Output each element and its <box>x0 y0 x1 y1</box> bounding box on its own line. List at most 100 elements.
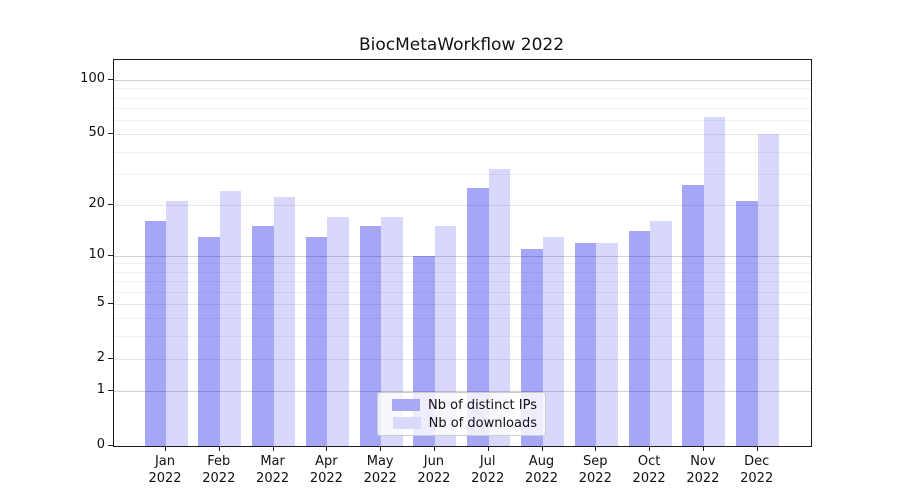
xtick-month: Oct <box>637 454 661 469</box>
bar-downloads-nov <box>703 117 726 446</box>
xtick-year: 2022 <box>309 471 343 486</box>
gridline-50 <box>114 134 811 136</box>
xtick-label-jul: Jul 2022 <box>456 453 520 487</box>
bar-distinct-ips-jan <box>144 221 166 446</box>
bar-distinct-ips-nov <box>682 184 704 446</box>
xtick-year: 2022 <box>256 471 290 486</box>
xtick-label-nov: Nov 2022 <box>671 453 735 487</box>
bar-downloads-jan <box>166 200 188 446</box>
bar-downloads-oct <box>650 221 672 446</box>
xtick-mark-oct <box>649 446 651 451</box>
xtick-month: Jun <box>423 454 445 469</box>
xtick-mark-apr <box>326 446 328 451</box>
xtick-label-aug: Aug 2022 <box>510 453 574 487</box>
gridline-30 <box>114 173 811 175</box>
bar-downloads-sep <box>596 242 618 446</box>
ytick-label-50: 50 <box>88 125 105 141</box>
bar-downloads-apr <box>327 216 349 446</box>
bar-distinct-ips-may <box>359 226 382 446</box>
xtick-year: 2022 <box>471 471 505 486</box>
xtick-month: Feb <box>207 454 231 469</box>
gridline-90 <box>114 88 811 90</box>
xtick-year: 2022 <box>740 471 774 486</box>
xtick-mark-feb <box>218 446 220 451</box>
xtick-year: 2022 <box>148 471 182 486</box>
gridline-100 <box>114 80 811 81</box>
gridline-9 <box>114 263 811 265</box>
xtick-mark-aug <box>541 446 543 451</box>
gridline-3 <box>114 336 811 338</box>
plot-area: Nb of distinct IPs Nb of downloads <box>113 59 812 447</box>
gridline-1 <box>114 391 811 392</box>
bar-distinct-ips-jul <box>467 187 489 446</box>
gridline-40 <box>114 151 811 153</box>
ytick-mark-50 <box>108 133 113 135</box>
legend: Nb of distinct IPs Nb of downloads <box>377 392 546 436</box>
legend-item-distinct-ips: Nb of distinct IPs <box>378 398 545 413</box>
xtick-mark-jan <box>165 446 166 451</box>
ytick-mark-10 <box>108 254 113 256</box>
xtick-mark-nov <box>702 446 704 451</box>
legend-item-downloads: Nb of downloads <box>378 416 545 431</box>
ytick-label-20: 20 <box>88 195 105 211</box>
xtick-month: Apr <box>315 454 338 469</box>
gridline-60 <box>114 120 811 121</box>
bar-downloads-jul <box>488 168 511 446</box>
xtick-label-may: May 2022 <box>348 453 412 487</box>
gridline-7 <box>114 281 811 283</box>
xtick-month: Dec <box>744 454 770 469</box>
bar-distinct-ips-feb <box>198 236 220 446</box>
gridline-20 <box>114 204 811 206</box>
bar-downloads-aug <box>542 236 564 446</box>
xtick-year: 2022 <box>632 471 666 486</box>
xtick-label-oct: Oct 2022 <box>617 453 681 487</box>
xtick-mark-dec <box>756 446 758 451</box>
xtick-year: 2022 <box>363 471 397 486</box>
bar-downloads-jun <box>434 226 457 446</box>
xtick-label-mar: Mar 2022 <box>241 453 305 487</box>
ytick-label-0: 0 <box>96 437 105 452</box>
legend-label-distinct-ips: Nb of distinct IPs <box>428 397 537 413</box>
gridline-8 <box>114 271 811 273</box>
bar-downloads-mar <box>273 197 296 446</box>
xtick-month: Mar <box>260 454 285 469</box>
xtick-month: May <box>366 454 394 469</box>
xtick-month: Nov <box>690 454 716 469</box>
bar-distinct-ips-oct <box>628 231 651 446</box>
xtick-label-feb: Feb 2022 <box>187 453 251 487</box>
gridline-5 <box>114 303 811 305</box>
gridline-70 <box>114 108 811 109</box>
bar-distinct-ips-dec <box>736 200 758 446</box>
xtick-month: Aug <box>528 454 555 469</box>
bar-distinct-ips-sep <box>574 242 597 446</box>
xtick-year: 2022 <box>417 471 451 486</box>
xtick-label-apr: Apr 2022 <box>294 453 358 487</box>
ytick-label-100: 100 <box>80 71 105 86</box>
ytick-mark-5 <box>108 302 113 304</box>
xtick-year: 2022 <box>202 471 236 486</box>
xtick-label-sep: Sep 2022 <box>563 453 627 487</box>
ytick-mark-2 <box>108 357 113 359</box>
ytick-label-2: 2 <box>96 349 105 365</box>
legend-swatch-downloads <box>392 417 421 429</box>
xtick-month: Jul <box>479 454 496 469</box>
legend-swatch-distinct-ips <box>392 399 421 411</box>
gridline-6 <box>114 291 811 293</box>
xtick-label-jan: Jan 2022 <box>133 453 197 487</box>
ytick-label-1: 1 <box>96 382 105 397</box>
xtick-mark-jun <box>433 446 435 451</box>
legend-label-downloads: Nb of downloads <box>428 415 537 431</box>
xtick-year: 2022 <box>524 471 559 486</box>
xtick-mark-sep <box>595 446 597 451</box>
bar-distinct-ips-apr <box>305 236 328 446</box>
bar-downloads-dec <box>757 134 780 446</box>
xtick-mark-mar <box>272 446 274 451</box>
xtick-label-jun: Jun 2022 <box>402 453 466 487</box>
gridline-2 <box>114 358 811 360</box>
ytick-label-5: 5 <box>96 294 105 310</box>
ytick-mark-0 <box>108 445 113 446</box>
gridline-80 <box>114 97 811 99</box>
ytick-label-10: 10 <box>88 246 105 262</box>
xtick-year: 2022 <box>686 471 720 486</box>
